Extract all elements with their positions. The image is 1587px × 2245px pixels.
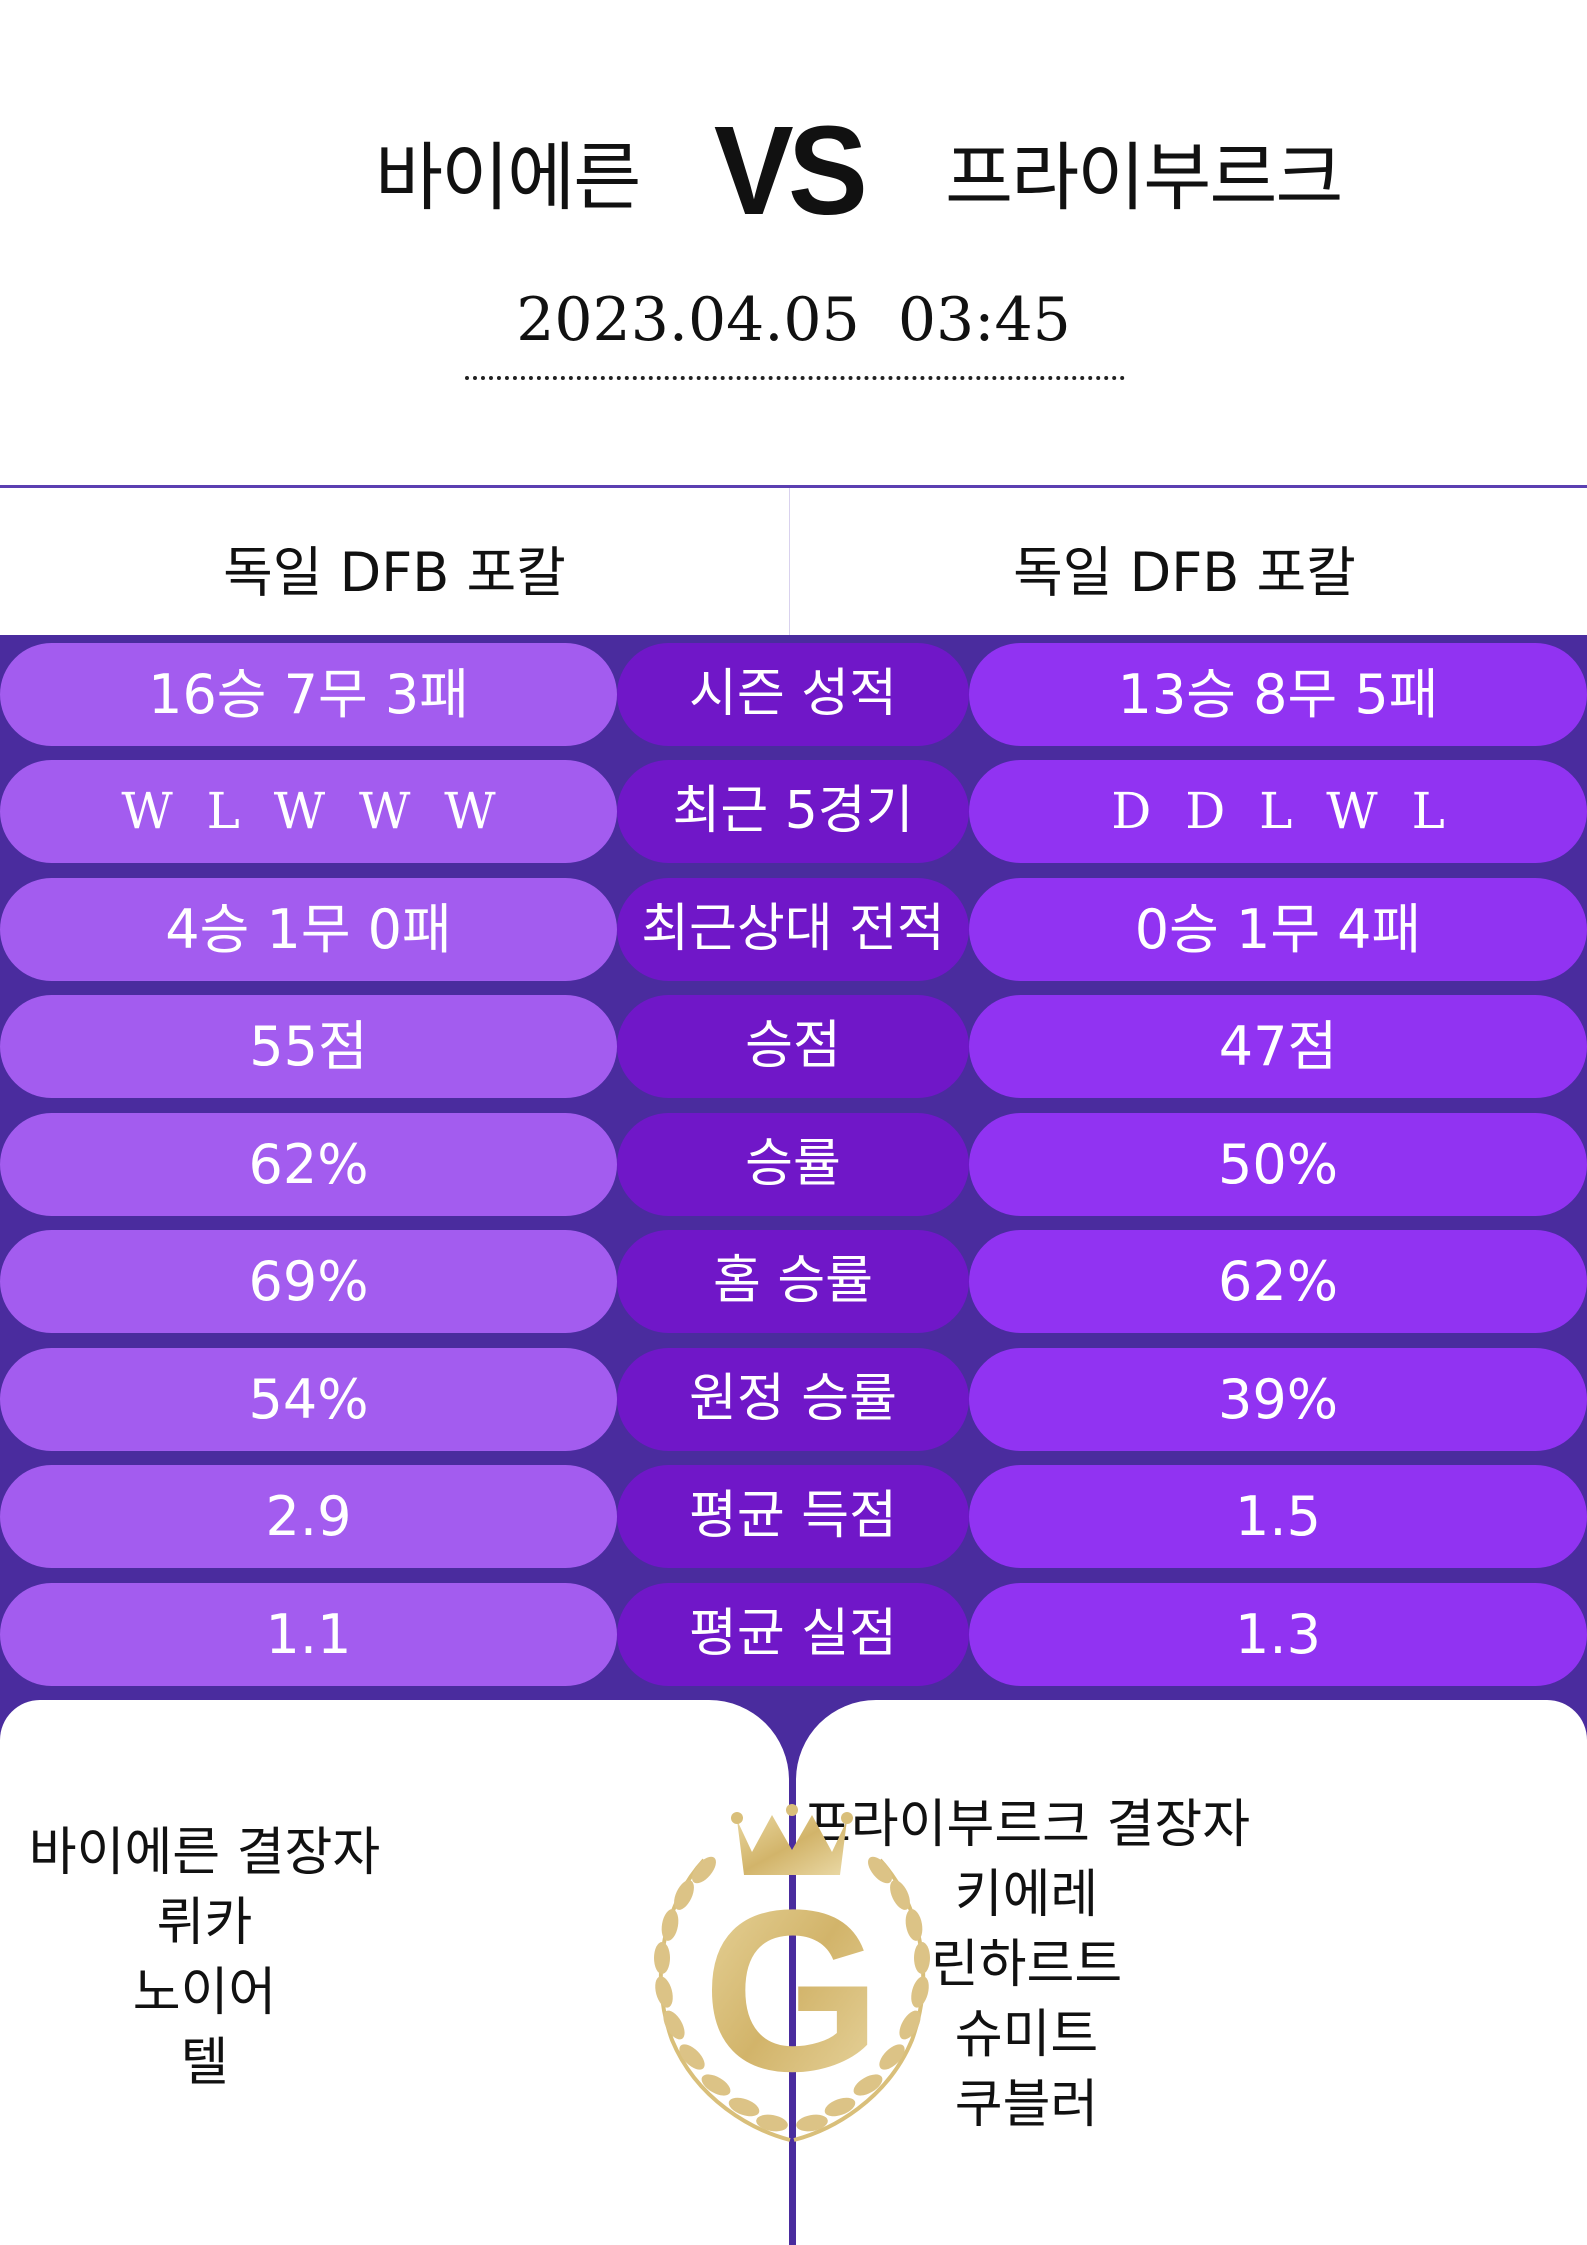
stat-row-away-win-rate: 54% 원정 승률 39% xyxy=(0,1348,1587,1451)
absent-player: 쿠블러 xyxy=(954,2075,1099,2135)
stat-row-win-rate: 62% 승률 50% xyxy=(0,1113,1587,1216)
stat-row-recent-form: W L W W W 최근 5경기 D D L W L xyxy=(0,760,1587,863)
league-row: 독일 DFB 포칼 독일 DFB 포칼 xyxy=(0,485,1587,638)
home-stat-value: 2.9 xyxy=(0,1465,617,1568)
stat-label: 승률 xyxy=(617,1113,969,1216)
away-stat-value: 1.3 xyxy=(969,1583,1587,1686)
absent-player: 슈미트 xyxy=(954,2005,1099,2065)
absent-player: 키에레 xyxy=(954,1865,1099,1925)
stat-label: 홈 승률 xyxy=(617,1230,969,1333)
away-stat-value: 39% xyxy=(969,1348,1587,1451)
laurel-right-icon xyxy=(793,1856,930,2142)
home-stat-value: 1.1 xyxy=(0,1583,617,1686)
home-stat-value: 55점 xyxy=(0,995,617,1098)
emblem-letter: G xyxy=(703,1862,882,2119)
absent-player: 노이어 xyxy=(132,1963,277,2023)
away-stat-value: 50% xyxy=(969,1113,1587,1216)
absent-player: 뤼카 xyxy=(156,1893,253,1953)
stat-label: 원정 승률 xyxy=(617,1348,969,1451)
absent-player: 텔 xyxy=(180,2033,229,2093)
crown-icon xyxy=(731,1804,853,1875)
vs-label: VS xyxy=(713,100,868,241)
match-datetime: 2023.04.05 03:45 xyxy=(516,285,1071,355)
stat-row-season: 16승 7무 3패 시즌 성적 13승 8무 5패 xyxy=(0,643,1587,746)
away-league: 독일 DFB 포칼 xyxy=(1013,541,1356,604)
dotted-divider xyxy=(465,376,1125,380)
stat-label: 평균 득점 xyxy=(617,1465,969,1568)
stat-row-home-win-rate: 69% 홈 승률 62% xyxy=(0,1230,1587,1333)
home-stat-value: 16승 7무 3패 xyxy=(0,643,617,746)
away-absent-title: 프라이부르크 결장자 xyxy=(802,1795,1251,1855)
away-stat-value: 62% xyxy=(969,1230,1587,1333)
home-absent-list: 바이에른 결장자 뤼카 노이어 텔 xyxy=(0,1818,599,2098)
home-stat-value: 69% xyxy=(0,1230,617,1333)
away-team-name: 프라이부르크 xyxy=(945,135,1343,221)
absent-player: 린하르트 xyxy=(930,1935,1123,1995)
home-team-name: 바이에른 xyxy=(375,135,641,221)
match-header: 바이에른 VS 프라이부르크 2023.04.05 03:45 xyxy=(0,0,1587,487)
away-stat-value: 1.5 xyxy=(969,1465,1587,1568)
away-stat-value: 13승 8무 5패 xyxy=(969,643,1587,746)
home-stat-value: 4승 1무 0패 xyxy=(0,878,617,981)
home-stat-value: 62% xyxy=(0,1113,617,1216)
home-absent-card: 바이에른 결장자 뤼카 노이어 텔 xyxy=(0,1700,789,2245)
away-absent-card: 프라이부르크 결장자 키에레 린하르트 슈미트 쿠블러 xyxy=(796,1700,1587,2245)
home-absent-title: 바이에른 결장자 xyxy=(28,1823,381,1883)
league-divider xyxy=(789,488,790,638)
crown-laurel-emblem-icon: G xyxy=(654,1804,930,2142)
stat-row-avg-conceded: 1.1 평균 실점 1.3 xyxy=(0,1583,1587,1686)
stat-label: 시즌 성적 xyxy=(617,643,969,746)
stat-label: 최근상대 전적 xyxy=(617,878,969,981)
away-stat-value: 0승 1무 4패 xyxy=(969,878,1587,981)
stat-label: 평균 실점 xyxy=(617,1583,969,1686)
stat-row-points: 55점 승점 47점 xyxy=(0,995,1587,1098)
away-absent-list: 프라이부르크 결장자 키에레 린하르트 슈미트 쿠블러 xyxy=(631,1790,1422,2140)
stat-row-head-to-head: 4승 1무 0패 최근상대 전적 0승 1무 4패 xyxy=(0,878,1587,981)
stat-row-avg-goals: 2.9 평균 득점 1.5 xyxy=(0,1465,1587,1568)
away-stat-value: 47점 xyxy=(969,995,1587,1098)
away-recent-form: D D L W L xyxy=(969,760,1587,863)
stat-label: 승점 xyxy=(617,995,969,1098)
laurel-left-icon xyxy=(654,1856,791,2142)
home-league: 독일 DFB 포칼 xyxy=(223,541,566,604)
home-recent-form: W L W W W xyxy=(0,760,617,863)
home-stat-value: 54% xyxy=(0,1348,617,1451)
stat-label: 최근 5경기 xyxy=(617,760,969,863)
